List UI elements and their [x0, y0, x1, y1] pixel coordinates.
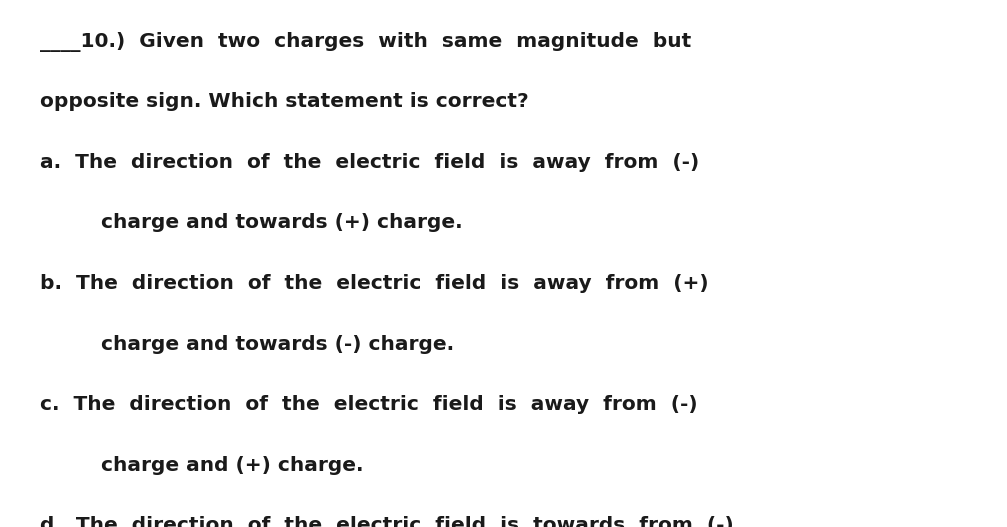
- Text: charge and towards (+) charge.: charge and towards (+) charge.: [101, 213, 462, 232]
- Text: charge and towards (-) charge.: charge and towards (-) charge.: [101, 335, 454, 354]
- Text: opposite sign. Which statement is correct?: opposite sign. Which statement is correc…: [40, 92, 529, 111]
- Text: b.  The  direction  of  the  electric  field  is  away  from  (+): b. The direction of the electric field i…: [40, 274, 709, 293]
- Text: charge and (+) charge.: charge and (+) charge.: [101, 456, 364, 475]
- Text: a.  The  direction  of  the  electric  field  is  away  from  (-): a. The direction of the electric field i…: [40, 153, 700, 172]
- Text: c.  The  direction  of  the  electric  field  is  away  from  (-): c. The direction of the electric field i…: [40, 395, 698, 414]
- Text: d.  The  direction  of  the  electric  field  is  towards  from  (-): d. The direction of the electric field i…: [40, 516, 734, 527]
- Text: ____10.)  Given  two  charges  with  same  magnitude  but: ____10.) Given two charges with same mag…: [40, 32, 692, 52]
